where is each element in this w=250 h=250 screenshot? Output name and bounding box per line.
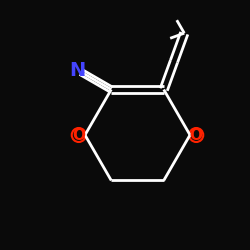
Text: O: O <box>190 128 203 142</box>
Text: O: O <box>72 128 85 142</box>
Text: N: N <box>69 61 85 80</box>
